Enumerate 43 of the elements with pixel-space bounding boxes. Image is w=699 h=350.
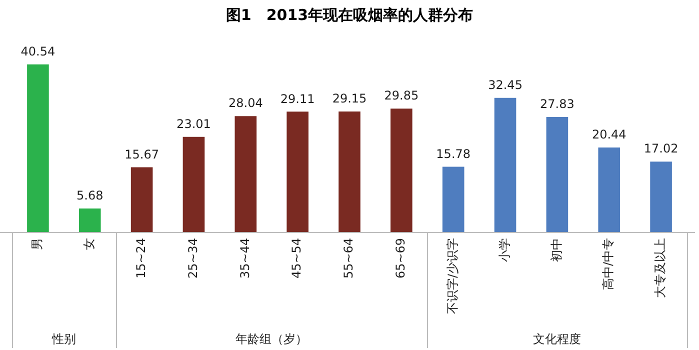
data-label: 29.85 — [384, 88, 419, 103]
data-label: 5.68 — [76, 188, 104, 203]
bar — [78, 208, 101, 232]
data-label: 32.45 — [488, 78, 522, 92]
x-tick-label: 25~34 — [186, 238, 200, 279]
x-tick-label: 高中/中专 — [601, 238, 616, 290]
data-label: 15.78 — [436, 146, 471, 161]
x-tick-label: 男 — [30, 238, 44, 250]
data-label: 17.02 — [644, 142, 678, 156]
bar — [546, 116, 568, 232]
data-label: 23.01 — [176, 116, 211, 131]
text: 性别 — [50, 332, 76, 346]
bar — [27, 64, 49, 232]
bar — [338, 112, 360, 232]
x-tick-label: 35~44 — [238, 238, 252, 279]
bar — [286, 112, 308, 232]
x-tick-label: 15~24 — [134, 238, 148, 279]
bar — [650, 162, 672, 232]
data-label: 40.54 — [20, 44, 56, 59]
data-label: 29.11 — [280, 92, 315, 106]
bar — [442, 166, 464, 232]
x-tick-label: 不识字/少识字 — [445, 238, 460, 314]
text: 文化程度 — [533, 332, 582, 346]
text: 年龄组（岁） — [236, 332, 308, 346]
x-tick-label: 初中 — [549, 238, 564, 262]
bar — [130, 167, 153, 232]
data-label: 20.44 — [592, 128, 626, 142]
bar — [494, 98, 516, 232]
x-tick-label: 55~64 — [342, 238, 356, 279]
bar — [182, 136, 205, 232]
x-tick-label: 女 — [82, 238, 96, 250]
x-tick-label: 大专及以上 — [653, 238, 668, 298]
data-label: 28.04 — [228, 96, 263, 110]
data-label: 27.83 — [540, 97, 574, 112]
data-label: 29.15 — [332, 92, 367, 106]
bar — [234, 116, 257, 232]
x-tick-label: 小学 — [497, 238, 512, 262]
x-tick-label: 65~69 — [394, 238, 408, 279]
bar — [390, 108, 412, 232]
chart-title: 图1 2013年现在吸烟率的人群分布 — [224, 5, 474, 26]
bar — [598, 147, 620, 232]
data-label: 15.67 — [124, 147, 159, 162]
x-tick-label: 45~54 — [290, 238, 304, 279]
